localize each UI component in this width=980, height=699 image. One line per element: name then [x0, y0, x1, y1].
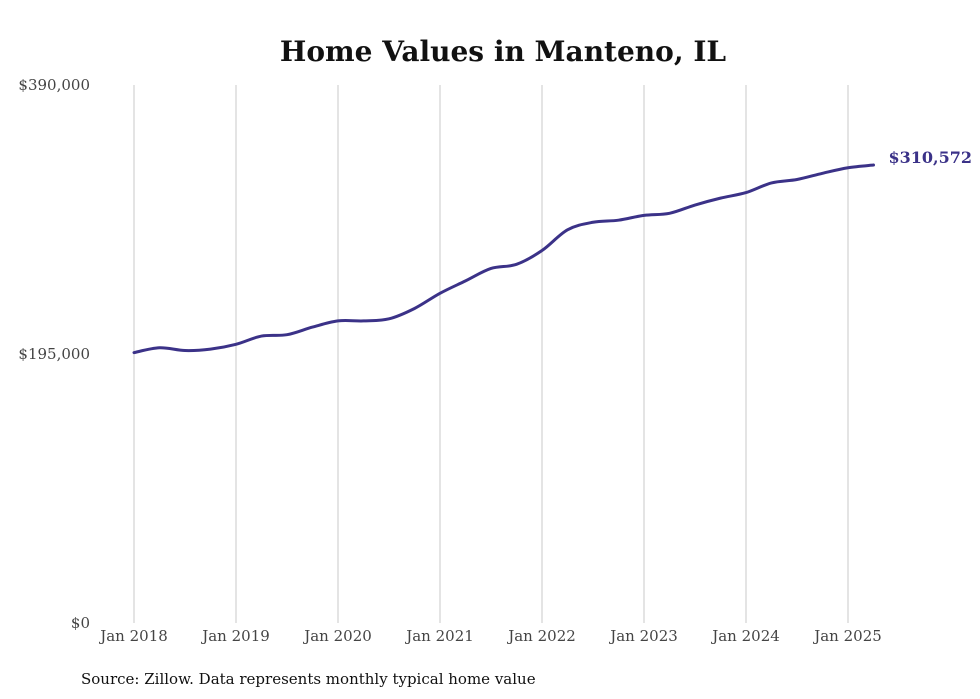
series-end-label: $310,572: [889, 148, 973, 167]
x-tick-label: Jan 2020: [302, 627, 372, 645]
x-axis-ticks: Jan 2018 Jan 2019 Jan 2020 Jan 2021 Jan 2022…: [98, 627, 882, 645]
x-tick-label: Jan 2023: [608, 627, 678, 645]
gridlines: [133, 85, 849, 623]
x-tick-label: Jan 2022: [506, 627, 576, 645]
x-tick-label: Jan 2024: [710, 627, 780, 645]
x-tick-label: Jan 2021: [404, 627, 474, 645]
x-tick-label: Jan 2018: [98, 627, 168, 645]
chart-title: Home Values in Manteno, IL: [280, 35, 727, 68]
y-tick-label: $0: [71, 614, 90, 632]
y-tick-label: $195,000: [18, 345, 90, 363]
x-tick-label: Jan 2025: [812, 627, 882, 645]
x-tick-label: Jan 2019: [200, 627, 270, 645]
series-layer: $310,572: [132, 148, 973, 355]
series-line: [132, 163, 875, 355]
y-axis-ticks: $0 $195,000 $390,000: [18, 76, 90, 632]
y-tick-label: $390,000: [18, 76, 90, 94]
source-note: Source: Zillow. Data represents monthly …: [81, 670, 536, 688]
